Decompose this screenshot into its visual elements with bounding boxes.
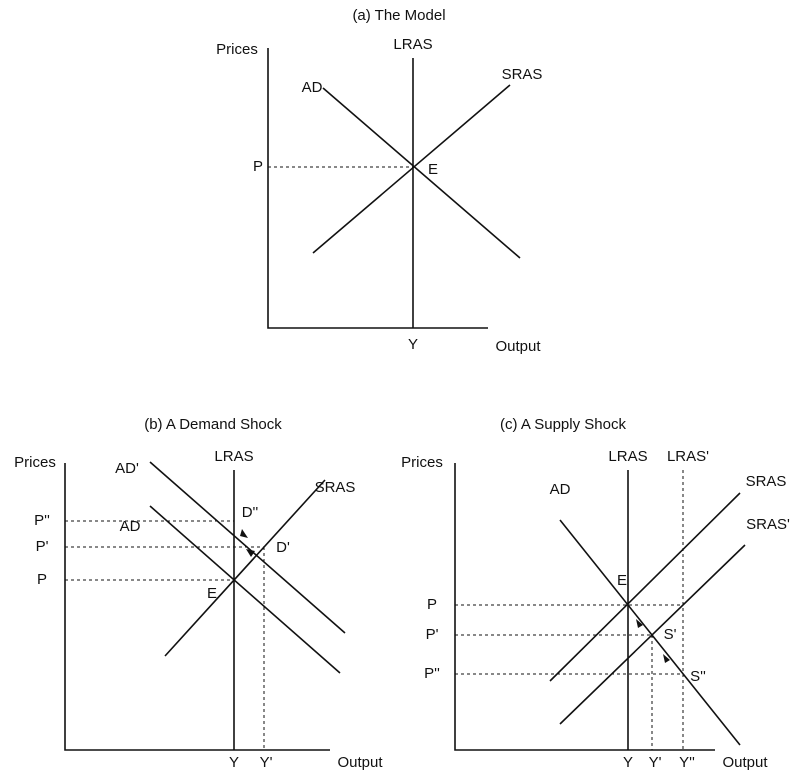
curve-label: SRAS' — [746, 516, 790, 533]
sras-prime-line — [559, 544, 746, 725]
curve-label: AD' — [115, 460, 139, 477]
ad-line — [559, 519, 741, 746]
sras-line — [164, 479, 326, 657]
panel-title: (b) A Demand Shock — [144, 416, 282, 433]
curve-label: LRAS' — [667, 448, 709, 465]
arrowhead — [246, 549, 255, 557]
price-label: P — [37, 571, 47, 588]
price-label: P — [427, 596, 437, 613]
x-axis-label: Output — [495, 338, 541, 355]
curve-label: LRAS — [608, 448, 647, 465]
sras-line — [549, 492, 741, 682]
axes — [267, 48, 488, 329]
output-label: Y — [623, 754, 633, 771]
arrowhead — [240, 529, 248, 538]
curve-label: SRAS — [315, 479, 356, 496]
point-label: D' — [276, 539, 290, 556]
x-axis-label: Output — [337, 754, 383, 771]
point-label: D'' — [242, 504, 259, 521]
output-label: Y — [229, 754, 239, 771]
sras-line — [312, 84, 511, 254]
curve-label: LRAS — [393, 36, 432, 53]
curve-label: SRAS — [502, 66, 543, 83]
point-label: S'' — [690, 668, 706, 685]
ad-line — [149, 505, 341, 674]
output-label: Y' — [260, 754, 273, 771]
price-label: P'' — [34, 512, 50, 529]
panel-a: (a) The Model Prices Output LRAS AD SRAS… — [216, 7, 542, 355]
curve-label: AD — [120, 518, 141, 535]
output-label: Y — [408, 336, 418, 353]
y-axis-label: Prices — [14, 454, 56, 471]
panel-title: (c) A Supply Shock — [500, 416, 626, 433]
y-axis-label: Prices — [216, 41, 258, 58]
point-label: E — [428, 161, 438, 178]
arrowhead — [663, 654, 670, 663]
price-label: P' — [36, 538, 49, 555]
axes — [454, 463, 715, 751]
ad-line — [322, 87, 521, 259]
point-label: S' — [664, 626, 677, 643]
point-label: E — [207, 585, 217, 602]
curve-label: SRAS — [746, 473, 787, 490]
price-label: P'' — [424, 665, 440, 682]
x-axis-label: Output — [722, 754, 768, 771]
price-label: P' — [426, 626, 439, 643]
axes — [64, 463, 330, 751]
panel-b: (b) A Demand Shock Prices Output LRAS AD… — [14, 416, 383, 771]
y-axis-label: Prices — [401, 454, 443, 471]
point-label: E — [617, 572, 627, 589]
arrowhead — [636, 619, 643, 628]
curve-label: LRAS — [214, 448, 253, 465]
panel-c: (c) A Supply Shock Prices Output LRAS LR… — [401, 416, 790, 771]
price-label: P — [253, 158, 263, 175]
curve-label: AD — [550, 481, 571, 498]
panel-title: (a) The Model — [352, 7, 445, 24]
curve-label: AD — [302, 79, 323, 96]
output-label: Y'' — [679, 754, 695, 771]
output-label: Y' — [649, 754, 662, 771]
